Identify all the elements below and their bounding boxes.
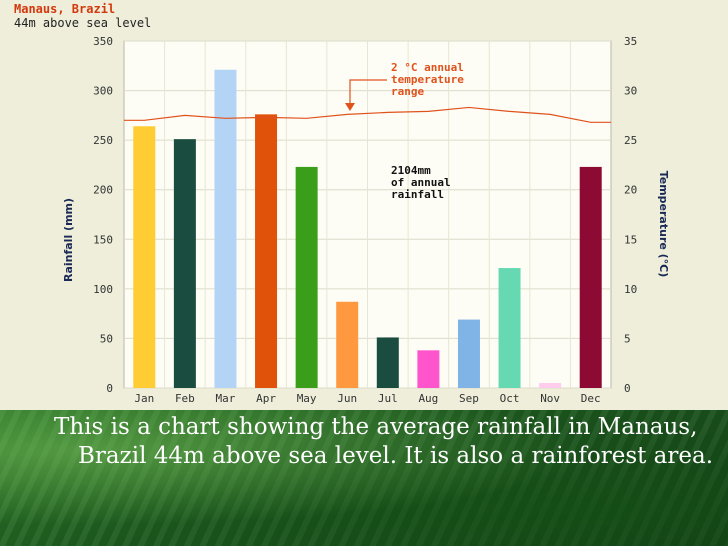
bar-sep: [457, 319, 480, 388]
y2-tick-label: 5: [624, 332, 631, 345]
y2-tick-label: 20: [624, 184, 637, 197]
annotation-arrowhead: [345, 103, 355, 111]
annotation-text: temperature: [391, 73, 464, 86]
y2-axis-label: Temperature (°C): [657, 171, 670, 278]
y-tick-label: 50: [100, 332, 113, 345]
x-tick-label: Jul: [378, 392, 398, 405]
axis-ticks: 0 50 100 150 200 250 300 350 0 5 10 15 20 25 30 35 Jan Fe…: [93, 35, 637, 405]
y-tick-label: 150: [93, 233, 113, 246]
x-tick-label: Jan: [134, 392, 154, 405]
bar-feb: [173, 139, 196, 388]
y-tick-label: 0: [106, 382, 113, 395]
x-tick-label: Mar: [216, 392, 236, 405]
bars: [133, 69, 602, 389]
annotation-arrow-line: [349, 79, 387, 108]
y-axis-label: Rainfall (mm): [62, 198, 75, 282]
rainfall-temperature-chart: 0 50 100 150 200 250 300 350 0 5 10 15 20 25 30 35 Jan Fe…: [62, 35, 670, 405]
bar-aug: [417, 350, 440, 388]
x-tick-label: Sep: [459, 392, 479, 405]
annotation-text: rainfall: [391, 188, 444, 201]
annotation-text: 2 °C annual: [391, 61, 464, 74]
annotation-text: 2104mm: [391, 164, 431, 177]
chart-title-elevation: 44m above sea level: [14, 16, 152, 30]
annotation-text: range: [391, 85, 424, 98]
y-tick-label: 250: [93, 134, 113, 147]
y2-tick-label: 15: [624, 233, 637, 246]
y-tick-label: 300: [93, 85, 113, 98]
caption-text: This is a chart showing the average rain…: [54, 414, 714, 469]
annotation-text: of annual: [391, 176, 451, 189]
y-tick-label: 200: [93, 184, 113, 197]
bar-jan: [133, 126, 156, 389]
bar-may: [295, 166, 318, 388]
x-tick-label: Apr: [256, 392, 276, 405]
bar-oct: [498, 268, 521, 388]
bar-apr: [255, 114, 278, 388]
x-tick-label: Aug: [418, 392, 438, 405]
temperature-line: [124, 106, 611, 123]
x-tick-label: Feb: [175, 392, 195, 405]
y-tick-label: 350: [93, 35, 113, 48]
bar-mar: [214, 69, 237, 388]
chart-title-location: Manaus, Brazil: [14, 2, 116, 16]
x-tick-label: May: [297, 392, 317, 405]
y-tick-label: 100: [93, 283, 113, 296]
caption-panel: [0, 410, 728, 546]
y2-tick-label: 35: [624, 35, 637, 48]
y2-tick-label: 30: [624, 85, 637, 98]
bar-jul: [376, 337, 399, 388]
bar-nov: [539, 383, 562, 388]
x-tick-label: Oct: [500, 392, 520, 405]
bar-jun: [336, 301, 359, 388]
x-tick-label: Dec: [581, 392, 601, 405]
y2-tick-label: 0: [624, 382, 631, 395]
x-tick-label: Nov: [540, 392, 560, 405]
chart-panel: Manaus, Brazil 44m above sea level 0 50 10…: [14, 2, 670, 405]
gridlines: [124, 40, 611, 389]
y2-tick-label: 25: [624, 134, 637, 147]
bar-dec: [579, 166, 602, 388]
y2-tick-label: 10: [624, 283, 637, 296]
x-tick-label: Jun: [337, 392, 357, 405]
